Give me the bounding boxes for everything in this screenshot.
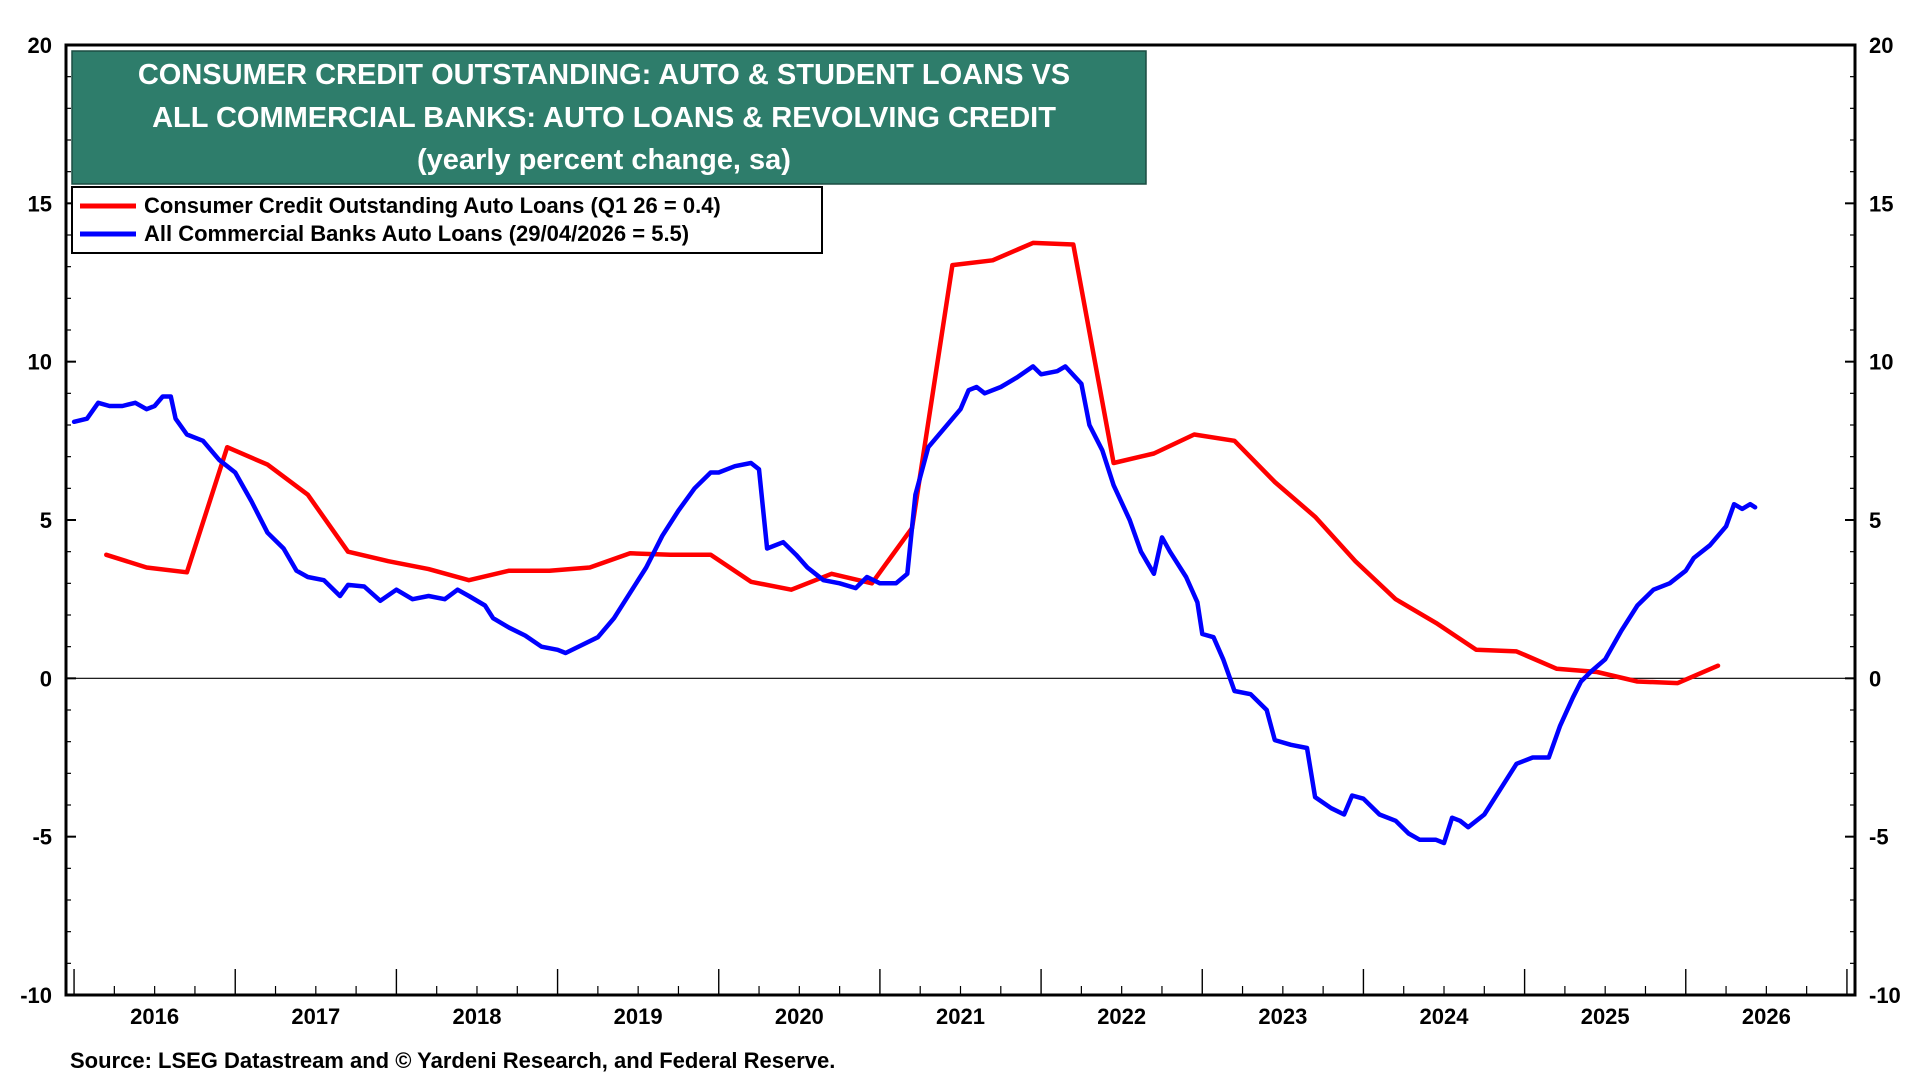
y-tick-label-right: 5 — [1869, 508, 1881, 533]
y-tick-label-left: 10 — [28, 350, 52, 375]
legend: Consumer Credit Outstanding Auto Loans (… — [71, 186, 823, 254]
source-note: Source: LSEG Datastream and © Yardeni Re… — [70, 1048, 835, 1073]
y-tick-label-left: -10 — [20, 983, 52, 1008]
y-tick-label-left: 15 — [28, 191, 52, 216]
y-tick-label-right: 15 — [1869, 191, 1893, 216]
chart-title-line-2: ALL COMMERCIAL BANKS: AUTO LOANS & REVOL… — [152, 102, 1056, 134]
title-box-background — [71, 50, 1147, 185]
y-tick-label-right: -5 — [1869, 825, 1889, 850]
series-layer — [71, 240, 1758, 846]
x-year-label: 2021 — [936, 1004, 985, 1029]
y-tick-label-right: 0 — [1869, 666, 1881, 691]
series-line-commercial-banks — [71, 364, 1758, 846]
y-tick-label-left: -5 — [32, 825, 52, 850]
legend-label-consumer-credit: Consumer Credit Outstanding Auto Loans (… — [144, 193, 721, 218]
x-year-label: 2019 — [614, 1004, 663, 1029]
legend-box — [71, 186, 823, 254]
x-year-label: 2023 — [1258, 1004, 1307, 1029]
y-tick-label-right: -10 — [1869, 983, 1901, 1008]
y-tick-label-right: 20 — [1869, 33, 1893, 58]
series-line-consumer-credit — [104, 240, 1721, 686]
x-year-label: 2017 — [291, 1004, 340, 1029]
chart-subtitle: (yearly percent change, sa) — [417, 144, 791, 176]
x-year-label: 2025 — [1581, 1004, 1630, 1029]
legend-label-commercial-banks: All Commercial Banks Auto Loans (29/04/2… — [144, 221, 689, 246]
y-tick-label-left: 0 — [40, 666, 52, 691]
chart-title-line-1: CONSUMER CREDIT OUTSTANDING: AUTO & STUD… — [138, 59, 1070, 91]
x-year-label: 2016 — [130, 1004, 179, 1029]
y-tick-label-left: 20 — [28, 33, 52, 58]
y-tick-label-left: 5 — [40, 508, 52, 533]
x-year-label: 2022 — [1097, 1004, 1146, 1029]
x-year-label: 2024 — [1420, 1004, 1470, 1029]
x-year-label: 2020 — [775, 1004, 824, 1029]
title-box: CONSUMER CREDIT OUTSTANDING: AUTO & STUD… — [71, 50, 1147, 185]
x-year-label: 2018 — [453, 1004, 502, 1029]
x-year-label: 2026 — [1742, 1004, 1791, 1029]
y-tick-label-right: 10 — [1869, 350, 1893, 375]
